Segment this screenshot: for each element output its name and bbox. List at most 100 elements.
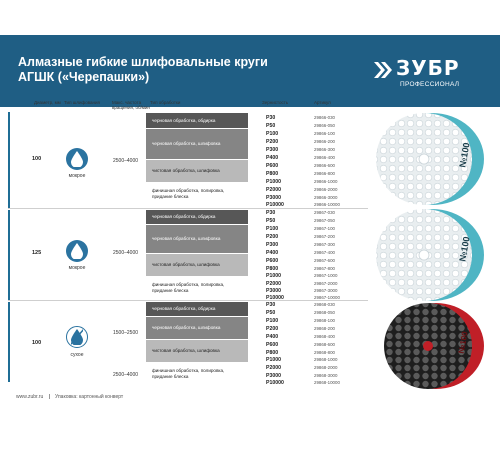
grit-value: P400 (266, 334, 279, 340)
article-value: 29868-2000 (314, 365, 338, 370)
speed-value: 2500–4000 (113, 372, 139, 378)
processing-band: черновая обработка, обдирка (146, 210, 248, 224)
grit-value: P300 (266, 147, 279, 153)
col-article: Артикул (314, 100, 331, 105)
article-value: 29868-10000 (314, 380, 340, 385)
article-value: 29867-100 (314, 226, 335, 231)
processing-band: финишная обработка, полировка, придание … (146, 363, 248, 385)
article-value: 29866-2000 (314, 187, 338, 192)
article-value: 29866-3000 (314, 195, 338, 200)
article-value: 29867-050 (314, 218, 335, 223)
footer: www.zubr.ru Упаковка: картонный конверт (16, 394, 123, 400)
grinding-type-label: сухое (70, 352, 84, 358)
grit-value: P1000 (266, 179, 282, 185)
article-value: 29867-400 (314, 250, 335, 255)
grit-value: P3000 (266, 195, 282, 201)
article-value: 29868-3000 (314, 373, 338, 378)
grit-value: P200 (266, 326, 279, 332)
title-line-1: Алмазные гибкие шлифовальные круги (18, 55, 268, 69)
article-value: 29866-400 (314, 155, 335, 160)
grit-value: P200 (266, 234, 279, 240)
article-value: 29868-050 (314, 310, 335, 315)
col-grinding-type: Тип шлифования (64, 100, 100, 105)
article-value: 29867-800 (314, 266, 335, 271)
separator-icon (48, 394, 50, 400)
article-value: 29867-2000 (314, 281, 338, 286)
grit-value: P800 (266, 171, 279, 177)
grit-value: P10000 (266, 380, 284, 386)
article-value: 29868-600 (314, 342, 335, 347)
site-link[interactable]: www.zubr.ru (16, 394, 44, 400)
grit-value: P800 (266, 350, 279, 356)
grit-value: P10000 (266, 295, 284, 301)
packaging-note: Упаковка: картонный конверт (55, 394, 124, 400)
article-value: 29866-100 (314, 131, 335, 136)
article-value: 29867-600 (314, 258, 335, 263)
article-value: 29866-10000 (314, 202, 340, 207)
speed-value: 1500–2500 (113, 330, 139, 336)
grit-value: P600 (266, 163, 279, 169)
processing-band: чистовая обработка, шлифовка (146, 340, 248, 362)
grit-value: P100 (266, 318, 279, 324)
group-separator (8, 300, 368, 301)
article-value: 29866-1000 (314, 179, 338, 184)
grit-value: P1000 (266, 357, 282, 363)
speed-value: 2500–4000 (113, 158, 139, 164)
article-value: 29868-200 (314, 326, 335, 331)
processing-band: черновая обработка, шлифовка (146, 225, 248, 253)
article-value: 29866-030 (314, 115, 335, 120)
article-value: 29868-400 (314, 334, 335, 339)
brand-logo: ЗУБР ПРОФЕССИОНАЛ (372, 56, 464, 90)
disc-image-100-dry (384, 303, 484, 389)
processing-band: черновая обработка, шлифовка (146, 317, 248, 339)
article-value: 29868-1000 (314, 357, 338, 362)
grit-value: P10000 (266, 202, 284, 208)
diameter-value: 100 (32, 156, 42, 162)
grit-value: P400 (266, 250, 279, 256)
article-value: 29867-200 (314, 234, 335, 239)
page-title: Алмазные гибкие шлифовальные круги АГШК … (18, 55, 268, 85)
grit-value: P100 (266, 226, 279, 232)
col-grit: Зернистость (262, 100, 289, 105)
group-bar-2 (8, 210, 10, 300)
processing-band: черновая обработка, обдирка (146, 302, 248, 316)
grit-value: P50 (266, 310, 276, 316)
col-max-speed: Макс. частота вращения, об/мин (112, 100, 150, 110)
group-bar-3 (8, 302, 10, 382)
grit-value: P2000 (266, 187, 282, 193)
dry-drop-icon (66, 326, 88, 348)
article-value: 29866-600 (314, 163, 335, 168)
grit-value: P30 (266, 210, 276, 216)
diameter-value: 100 (32, 340, 42, 346)
processing-band: финишная обработка, полировка, придание … (146, 277, 248, 299)
grit-value: P30 (266, 302, 276, 308)
article-value: 29868-030 (314, 302, 335, 307)
grit-value: P400 (266, 155, 279, 161)
grit-value: P2000 (266, 281, 282, 287)
processing-band: чистовая обработка, шлифовка (146, 160, 248, 182)
article-value: 29866-200 (314, 139, 335, 144)
processing-band: финишная обработка, полировка, придание … (146, 183, 248, 205)
logo-subtitle: ПРОФЕССИОНАЛ (400, 81, 460, 88)
article-value: 29867-300 (314, 242, 335, 247)
grinding-type-label: мокрое (68, 173, 86, 179)
disc-image-100-wet (376, 113, 484, 205)
col-diameter: Диаметр, мм (34, 100, 61, 105)
grit-value: P3000 (266, 373, 282, 379)
grit-value: P1000 (266, 273, 282, 279)
article-value: 29866-800 (314, 171, 335, 176)
title-line-2: АГШК («Черепашки») (18, 70, 150, 84)
disc-image-125-wet (376, 209, 484, 301)
col-processing-type: Тип обработки (150, 100, 181, 105)
processing-band: черновая обработка, обдирка (146, 113, 248, 128)
water-drop-icon (66, 240, 88, 262)
grit-value: P100 (266, 131, 279, 137)
article-value: 29867-030 (314, 210, 335, 215)
article-value: 29866-300 (314, 147, 335, 152)
grit-value: P3000 (266, 288, 282, 294)
grit-value: P600 (266, 258, 279, 264)
grit-value: P200 (266, 139, 279, 145)
processing-band: черновая обработка, шлифовка (146, 129, 248, 159)
grit-value: P50 (266, 123, 276, 129)
group-separator (8, 208, 368, 209)
